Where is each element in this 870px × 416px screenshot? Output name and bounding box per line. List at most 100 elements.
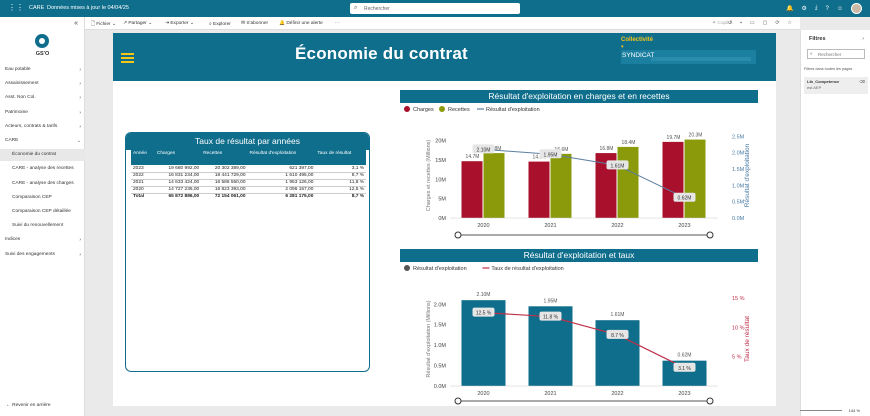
- logo-text: GS'O: [35, 51, 50, 57]
- favorite-icon[interactable]: ☆: [787, 20, 792, 26]
- column-header[interactable]: Charges: [154, 150, 202, 165]
- refresh-icon[interactable]: ⟳: [775, 20, 780, 26]
- explore-button[interactable]: ⌕ Explorer: [209, 22, 231, 27]
- export-menu[interactable]: ⇥ Exporter ⌄: [165, 21, 194, 26]
- collectivite-value: SYNDICAT: [622, 52, 655, 59]
- chart1-svg: Charges Recettes Résultat d'exploitation 0M…: [404, 106, 751, 239]
- copilot-label: Copilot: [717, 21, 733, 26]
- data-label: 1.95M: [544, 298, 558, 304]
- chevron-icon: ›: [79, 67, 81, 73]
- bar: [617, 146, 639, 218]
- data-label: 2.10M: [477, 147, 491, 153]
- chevron-icon: ›: [79, 95, 81, 102]
- y-tick-label: 0.5M: [434, 364, 447, 370]
- legend-label: Résultat d'exploitation: [486, 107, 540, 113]
- data-label-bg: [472, 307, 495, 317]
- y-tick-label: 10M: [435, 177, 446, 183]
- column-header[interactable]: Résultat d'exploitation: [247, 150, 316, 165]
- sidebar-item[interactable]: Suivi des engagements ›: [0, 249, 85, 261]
- avatar[interactable]: [851, 3, 862, 14]
- sidebar-item-label: Assainissement: [5, 81, 39, 87]
- column-header[interactable]: Recettes: [201, 150, 248, 165]
- share-label: Partager: [128, 21, 147, 26]
- data-label: 14.6M: [533, 155, 547, 161]
- download-icon[interactable]: ⤓: [814, 5, 818, 11]
- sidebar-item[interactable]: Indices ›: [0, 234, 85, 246]
- column-header[interactable]: Taux de résultat: [315, 150, 366, 165]
- sidebar-item[interactable]: Eau potable ›: [0, 64, 85, 76]
- table-cell: 3,1 %: [315, 165, 366, 173]
- bar: [550, 153, 572, 218]
- file-label: Fichier: [96, 22, 111, 27]
- back-button[interactable]: ← Revenir en arrière: [6, 403, 51, 408]
- y2-axis-label: Résultat d'exploitation: [744, 143, 751, 207]
- sidebar-item[interactable]: Acteurs, contrats & tarifs ›: [0, 121, 85, 133]
- chart1-title: Résultat d'exploitation en charges et en…: [400, 90, 758, 103]
- sidebar-item[interactable]: Asst. Non Col. ›: [0, 92, 85, 104]
- sidebar-item[interactable]: Patrimoine ›: [0, 107, 85, 119]
- search-icon: ⌕: [354, 5, 358, 11]
- total-row: Total 65 872 886,00 72 154 061,00 6 281 175…: [131, 193, 366, 200]
- share-menu[interactable]: ↗ Partager ⌄: [123, 21, 153, 26]
- copilot-button[interactable]: ✦ Copilot: [712, 21, 733, 26]
- sidebar-item[interactable]: CARE - analyse des recettes: [0, 163, 85, 175]
- collectivite-slicer[interactable]: SYNDICAT: [621, 50, 756, 64]
- data-label-bg: [673, 362, 696, 372]
- filter-card[interactable]: Lib_Competence est AEP ⌫: [804, 77, 868, 94]
- filters-section-label: Filtres dans toutes les pages: [804, 67, 853, 71]
- menu-icon[interactable]: [121, 53, 134, 63]
- column-header[interactable]: Année: [131, 150, 155, 165]
- table-row: 2021 14 633 424,00 16 586 550,00 1 953 126,…: [131, 179, 366, 187]
- data-label-bg: [606, 329, 629, 339]
- y2-tick-label: 10 %: [732, 325, 745, 331]
- collapse-icon[interactable]: «: [74, 20, 78, 27]
- sidebar-item[interactable]: Économie du contrat: [0, 149, 85, 162]
- table-cell: 72 154 061,00: [214, 194, 246, 200]
- app-launcher-icon[interactable]: ⋮⋮: [8, 3, 24, 12]
- bookmark-icon[interactable]: ▪: [740, 20, 742, 26]
- sidebar-item[interactable]: Comparaison CEP: [0, 192, 85, 204]
- alert-button[interactable]: 🔔 Définir une alerte: [279, 21, 323, 26]
- subscribe-button[interactable]: ✉ S'abonner: [241, 21, 269, 26]
- table-cell: Total: [133, 194, 145, 200]
- table-cell: 2022: [131, 172, 155, 180]
- x-tick-label: 2022: [611, 223, 623, 229]
- help-icon[interactable]: ?: [825, 5, 829, 12]
- chevron-icon: ›: [79, 237, 81, 244]
- sidebar-item[interactable]: Suivi du renouvellement: [0, 220, 85, 232]
- notifications-icon[interactable]: 🔔: [785, 6, 794, 12]
- search-input[interactable]: ⌕ Rechercher: [350, 3, 520, 14]
- x-tick-label: 2023: [678, 391, 690, 397]
- table-title: Taux de résultat par années: [126, 133, 369, 150]
- report-title[interactable]: Données mises à jour le 04/04/25: [47, 5, 129, 11]
- more-button[interactable]: ···: [335, 21, 340, 26]
- sidebar-item[interactable]: Comparaison CEP détaillée: [0, 206, 85, 218]
- settings-icon[interactable]: ⚙: [801, 6, 807, 12]
- sidebar-item[interactable]: CARE ⌄: [0, 135, 85, 147]
- filter-card-value: est AEP: [807, 85, 822, 90]
- table-cell: 2023: [131, 165, 155, 173]
- sidebar-item[interactable]: Assainissement ›: [0, 78, 85, 90]
- workspace-name[interactable]: CARE: [29, 5, 45, 11]
- table-cell: 1 610 495,00: [247, 172, 316, 180]
- collapse-filters-icon[interactable]: ›: [862, 36, 864, 42]
- table-cell: 20 302 389,00: [201, 165, 248, 173]
- legend-label: Résultat d'exploitation: [413, 266, 467, 272]
- file-menu[interactable]: 🗋 Fichier ⌄: [91, 22, 116, 27]
- filters-search-input[interactable]: ⌕ Rechercher: [807, 49, 865, 59]
- feedback-icon[interactable]: ☺: [836, 5, 843, 12]
- filter-card-name: Lib_Competence: [807, 79, 840, 84]
- data-label: 11.8 %: [543, 315, 559, 321]
- eraser-icon[interactable]: ⌫: [859, 79, 865, 84]
- search-placeholder: Rechercher: [364, 6, 390, 12]
- back-label: Revenir en arrière: [12, 403, 51, 408]
- zoom-slider[interactable]: [800, 410, 842, 411]
- sidebar-item[interactable]: CARE - analyse des charges: [0, 178, 85, 190]
- reset-icon[interactable]: ↺: [727, 20, 733, 26]
- view-icon[interactable]: ▭: [749, 20, 755, 26]
- data-label: 1.61M: [611, 312, 625, 318]
- data-label-bg: [472, 144, 495, 154]
- data-label: 18.4M: [622, 140, 636, 146]
- table-row: 2022 16 831 234,00 18 441 729,00 1 610 495,…: [131, 172, 366, 180]
- comment-icon[interactable]: ▢: [762, 20, 768, 26]
